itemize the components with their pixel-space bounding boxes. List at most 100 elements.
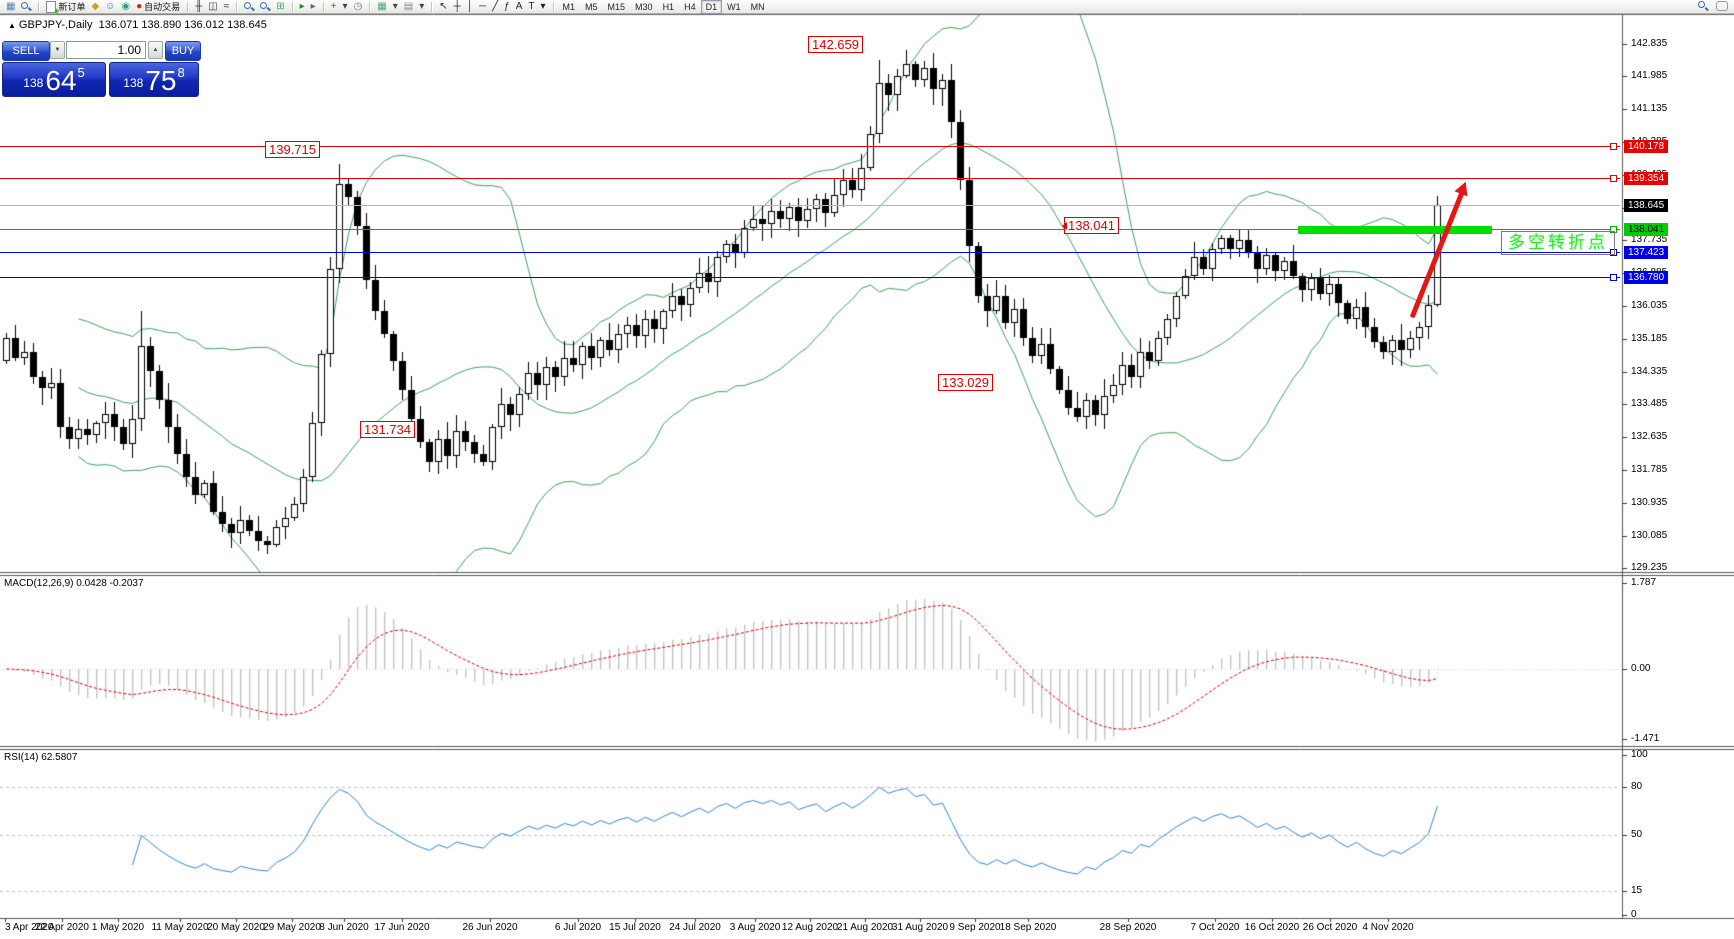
zoom-out-icon[interactable] xyxy=(257,1,273,13)
timeframe-m15[interactable]: M15 xyxy=(607,1,626,12)
templates-caret-icon[interactable]: ▾ xyxy=(416,1,427,13)
new-order-button[interactable]: 新订单 xyxy=(43,0,88,16)
date-axis-label: 16 Oct 2020 xyxy=(1244,922,1300,933)
tile-windows-icon: ⊞ xyxy=(276,0,285,12)
price-axis-badge: 140.178 xyxy=(1624,140,1669,153)
auto-scroll-icon[interactable]: ▸ xyxy=(297,1,308,13)
cursor-icon[interactable]: ↖ xyxy=(436,1,450,13)
sell-price-button[interactable]: 138 64 5 xyxy=(2,62,106,97)
zoom-in-icon xyxy=(244,1,254,12)
horizontal-line-object[interactable] xyxy=(0,178,1620,179)
price-axis-tick: 134.335 xyxy=(1631,366,1668,377)
tile-windows-icon[interactable]: ⊞ xyxy=(273,1,287,13)
resistance-zone-bar[interactable] xyxy=(1298,226,1492,234)
text-icon: A xyxy=(515,0,523,12)
price-annotation-label[interactable]: 142.659 xyxy=(808,36,863,53)
zoom-in-icon[interactable] xyxy=(241,1,257,13)
price-annotation-label[interactable]: 131.734 xyxy=(360,421,415,438)
line-handle[interactable] xyxy=(1610,249,1617,256)
candlestick-chart-icon[interactable]: ◫ xyxy=(205,1,220,13)
buy-price-button[interactable]: 138 75 8 xyxy=(109,62,199,97)
horizontal-line-object[interactable] xyxy=(0,252,1620,253)
auto-trading-button[interactable]: ● 自动交易 xyxy=(133,1,183,13)
profile-icon[interactable]: ☺ xyxy=(102,1,118,13)
crosshair-icon: ┼ xyxy=(453,0,461,12)
bar-chart-icon: ╫ xyxy=(195,0,203,12)
toolbar-separator xyxy=(369,1,371,12)
price-axis-tick: 141.135 xyxy=(1631,103,1668,114)
metaeditor-icon[interactable]: ◆ xyxy=(88,1,102,13)
horizontal-line-object[interactable] xyxy=(0,229,1620,230)
chart-shift-icon[interactable]: ▸ xyxy=(308,1,319,13)
price-annotation-label[interactable]: 139.715 xyxy=(265,141,320,158)
line-handle[interactable] xyxy=(1610,274,1617,281)
price-axis-tick: 135.185 xyxy=(1631,333,1668,344)
toolbar-separator xyxy=(187,1,189,12)
volume-decrease-button[interactable]: ▼ xyxy=(50,41,65,59)
sell-button[interactable]: SELL xyxy=(2,41,50,61)
charts-caret-icon[interactable]: ▾ xyxy=(390,1,401,13)
price-annotation-label[interactable]: 133.029 xyxy=(938,374,993,391)
new-order-button-label: 新订单 xyxy=(58,2,86,12)
horizontal-line-object[interactable] xyxy=(0,146,1620,147)
macd-axis-tick: 0.00 xyxy=(1631,663,1651,674)
chart-window-icon: ▦ xyxy=(6,0,16,12)
search-icon[interactable] xyxy=(1698,1,1708,11)
horizontal-line-object[interactable] xyxy=(0,277,1620,278)
volume-input[interactable] xyxy=(66,41,146,59)
date-axis-label: 9 Sep 2020 xyxy=(949,922,1001,933)
horizontal-line-icon[interactable]: ─ xyxy=(476,1,489,13)
buy-button[interactable]: BUY xyxy=(165,41,201,61)
label-icon[interactable]: T xyxy=(525,1,537,13)
charts-menu-icon[interactable]: ▦ xyxy=(374,1,389,13)
volume-increase-button[interactable]: ▲ xyxy=(148,41,163,59)
line-handle[interactable] xyxy=(1610,226,1617,233)
price-axis-tick: 131.785 xyxy=(1631,464,1668,475)
crosshair-icon[interactable]: ┼ xyxy=(451,1,464,13)
timeframe-m30[interactable]: M30 xyxy=(635,1,653,12)
timeframe-m5[interactable]: M5 xyxy=(585,1,598,12)
date-axis-label: 6 Jul 2020 xyxy=(554,922,602,933)
market-watch-icon xyxy=(21,1,31,12)
price-annotation-label[interactable]: 138.041 xyxy=(1062,217,1119,234)
fibonacci-icon[interactable]: ƒ xyxy=(501,1,513,13)
arrows-tool-icon[interactable]: ▾ xyxy=(537,1,548,13)
templates-icon[interactable]: ▤ xyxy=(401,1,416,13)
candlestick-chart-icon: ◫ xyxy=(208,0,218,12)
indicators-caret-icon: ▾ xyxy=(342,0,348,12)
price-axis-tick: 129.235 xyxy=(1631,562,1668,573)
sell-price-sup: 5 xyxy=(77,65,85,80)
line-chart-icon[interactable]: ≈ xyxy=(221,1,233,13)
templates-icon: ▤ xyxy=(403,0,414,12)
current-price-line[interactable] xyxy=(0,205,1620,206)
line-handle[interactable] xyxy=(1610,175,1617,182)
macd-label: MACD(12,26,9) 0.0428 -0.2037 xyxy=(4,578,144,589)
rsi-axis-tick: 15 xyxy=(1631,885,1643,896)
timeframe-h1[interactable]: H1 xyxy=(662,1,675,12)
bar-chart-icon[interactable]: ╫ xyxy=(192,1,205,13)
timeframe-d1[interactable]: D1 xyxy=(700,0,723,14)
date-axis-label: 1 May 2020 xyxy=(91,922,145,933)
templates-caret-icon: ▾ xyxy=(419,0,425,12)
trendline-icon[interactable]: ╱ xyxy=(489,1,501,13)
timeframe-w1[interactable]: W1 xyxy=(727,1,741,12)
timeframe-m1[interactable]: M1 xyxy=(562,1,576,12)
text-icon[interactable]: A xyxy=(513,1,526,13)
timeframe-h4[interactable]: H4 xyxy=(684,1,696,12)
indicators-caret-icon[interactable]: ▾ xyxy=(340,1,351,13)
date-axis-label: 17 Jun 2020 xyxy=(374,922,430,933)
signals-icon[interactable]: ◉ xyxy=(118,1,133,13)
indicators-button[interactable]: + xyxy=(328,1,340,13)
price-axis-tick: 130.085 xyxy=(1631,530,1668,541)
timeframe-mn[interactable]: MN xyxy=(750,1,765,12)
line-handle[interactable] xyxy=(1610,143,1617,150)
chart-window-icon[interactable]: ▦ xyxy=(3,1,18,13)
note-annotation[interactable]: 多空转折点 xyxy=(1501,231,1615,255)
market-watch-icon[interactable] xyxy=(18,1,34,13)
period-clock-icon: ◷ xyxy=(353,0,363,12)
chat-icon[interactable] xyxy=(1716,1,1728,11)
toolbar-separator xyxy=(38,1,40,12)
vertical-line-icon[interactable]: │ xyxy=(464,1,476,13)
period-clock-icon[interactable]: ◷ xyxy=(351,1,366,13)
